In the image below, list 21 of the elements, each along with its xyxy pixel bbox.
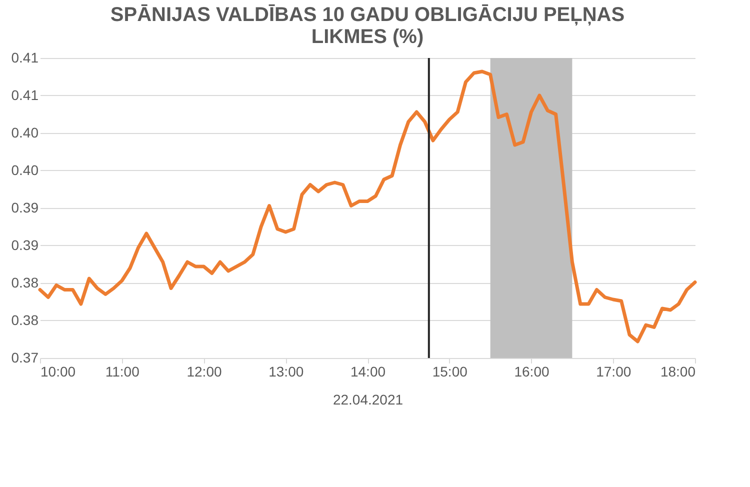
- x-tick-label: 13:00: [268, 364, 304, 380]
- x-tick-label: 12:00: [186, 364, 222, 380]
- y-tick-label: 0.40: [11, 162, 39, 178]
- y-tick-label: 0.41: [11, 50, 39, 66]
- y-tick-label: 0.39: [11, 200, 39, 216]
- y-tick-label: 0.41: [11, 87, 39, 103]
- x-tick-label: 15:00: [432, 364, 468, 380]
- x-axis-title: 22.04.2021: [332, 392, 404, 408]
- line-series: [38, 70, 697, 344]
- x-tick-label: 11:00: [105, 364, 140, 380]
- x-tick-label: 10:00: [40, 364, 76, 380]
- y-tick-label: 0.39: [11, 237, 39, 253]
- x-tick-label: 17:00: [596, 364, 632, 380]
- y-tick-label: 0.37: [11, 350, 39, 366]
- y-tick-label: 0.38: [11, 274, 39, 290]
- x-tick-label: 14:00: [350, 364, 386, 380]
- y-tick-label: 0.40: [11, 124, 39, 140]
- x-tick-label: 18:00: [660, 364, 696, 380]
- x-tick-label: 16:00: [514, 364, 550, 380]
- y-tick-label: 0.38: [11, 312, 39, 328]
- chart-title: SPĀNIJAS VALDĪBAS 10 GADU OBLIGĀCIJU PEĻŅAS LIKMES (%): [110, 4, 625, 48]
